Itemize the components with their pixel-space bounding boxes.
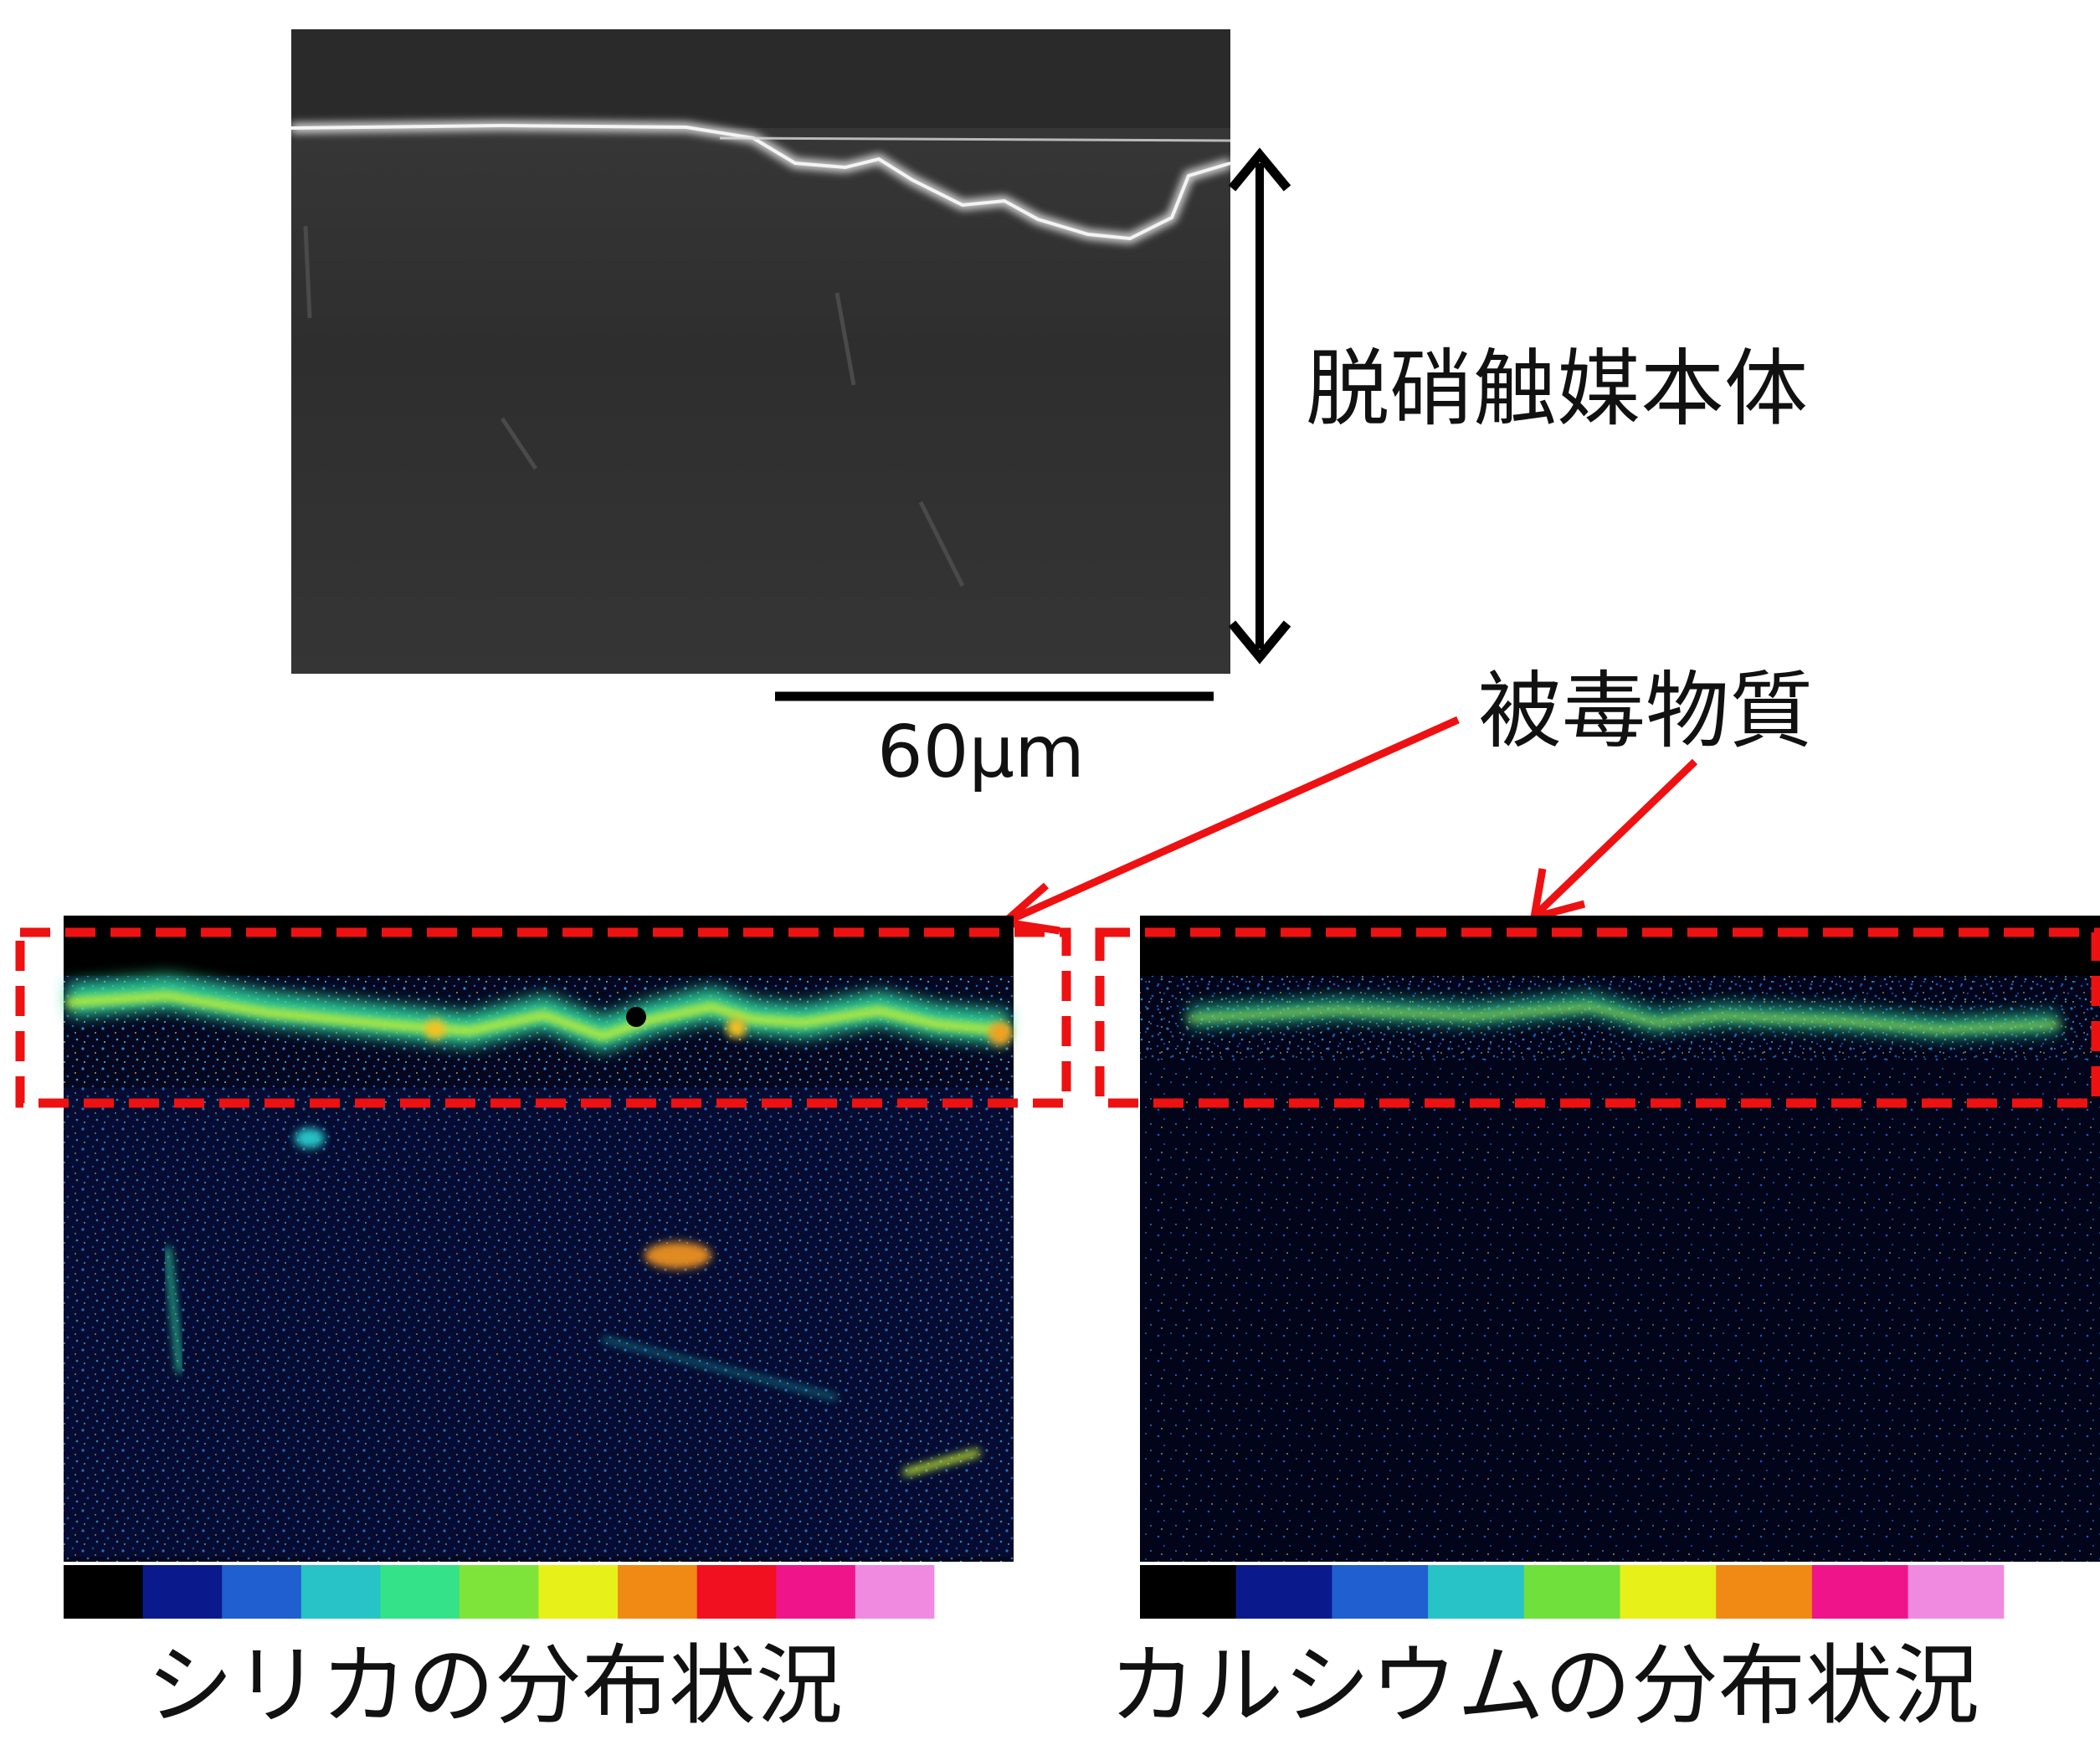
colorbar-swatch xyxy=(1140,1565,1237,1619)
poisoning-substance-label: 被毒物質 xyxy=(1478,662,1813,760)
colorbar-swatch xyxy=(538,1565,619,1619)
silica-colorbar xyxy=(64,1565,1014,1619)
calcium-distribution-caption: カルシウムの分布状況 xyxy=(1109,1635,1980,1737)
calcium-colorbar xyxy=(1140,1565,2100,1619)
colorbar-swatch xyxy=(855,1565,935,1619)
colorbar-swatch xyxy=(934,1565,1014,1619)
colorbar-swatch xyxy=(2004,1565,2100,1619)
colorbar-swatch xyxy=(1907,1565,2005,1619)
sem-image xyxy=(290,29,1232,674)
colorbar-swatch xyxy=(618,1565,698,1619)
colorbar-swatch xyxy=(1620,1565,1717,1619)
colorbar-swatch xyxy=(1523,1565,1621,1619)
colorbar-swatch xyxy=(1716,1565,1813,1619)
colorbar-swatch xyxy=(776,1565,856,1619)
colorbar-swatch xyxy=(1235,1565,1332,1619)
colorbar-swatch xyxy=(696,1565,777,1619)
colorbar-swatch xyxy=(1811,1565,1909,1619)
colorbar-swatch xyxy=(300,1565,381,1619)
colorbar-swatch xyxy=(1428,1565,1525,1619)
colorbar-swatch xyxy=(64,1565,144,1619)
scale-bar-label: 60μm xyxy=(877,711,1085,794)
body-thickness-arrow xyxy=(1228,147,1291,665)
colorbar-swatch xyxy=(222,1565,302,1619)
colorbar-swatch xyxy=(142,1565,223,1619)
enrichment-highlight-boxes xyxy=(15,927,2100,1108)
colorbar-swatch xyxy=(1332,1565,1429,1619)
calcium-map xyxy=(1140,916,2100,1562)
catalyst-body-label: 脱硝触媒本体 xyxy=(1306,340,1808,438)
silica-distribution-caption: シリカの分布状況 xyxy=(146,1635,844,1737)
colorbar-swatch xyxy=(459,1565,540,1619)
colorbar-swatch xyxy=(380,1565,460,1619)
silica-map xyxy=(64,916,1014,1562)
